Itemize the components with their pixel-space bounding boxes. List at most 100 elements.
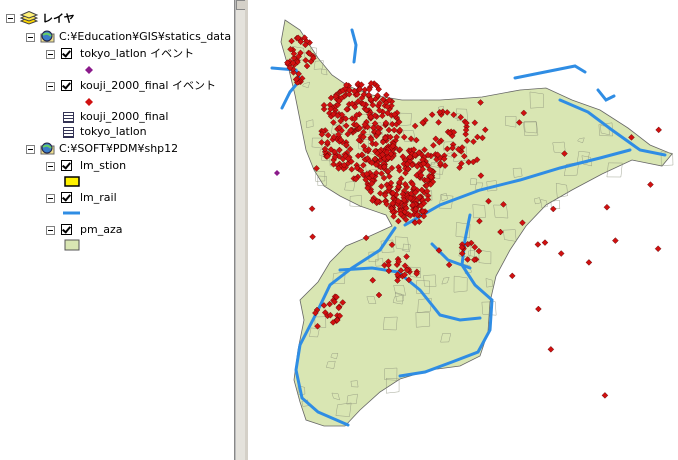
layer-checkbox[interactable] [61,80,72,91]
event-point [308,205,316,212]
event-point [474,133,481,141]
event-point [389,189,397,197]
layer-name[interactable]: kouji_2000_final イベント [80,79,216,92]
district-boundary [314,316,327,328]
event-point [419,119,426,126]
event-point [413,270,420,278]
event-point [339,299,347,306]
collapse-button[interactable] [46,82,55,91]
event-point [628,134,635,141]
event-point [342,115,350,123]
event-point [369,277,376,284]
district-boundary [415,312,431,328]
district-boundary [423,274,437,287]
district-boundary [606,162,623,178]
layer-name[interactable]: lm_rail [80,191,117,204]
district-boundary [315,171,326,182]
district-boundary [305,119,314,128]
district-boundary [523,121,539,136]
collapse-button[interactable] [46,194,55,203]
event-point [389,142,397,150]
event-point [306,50,313,57]
event-point [463,137,471,144]
district-boundary [576,151,590,165]
folder-globe-icon [40,30,55,43]
event-point [362,146,369,154]
collapse-button[interactable] [46,162,55,171]
event-point [388,120,396,128]
event-point [369,197,376,204]
event-point [601,392,609,399]
group-path[interactable]: C:¥SOFT¥PDM¥shp12 [59,142,179,155]
event-point [462,126,470,134]
event-point [364,184,371,192]
district-boundary [311,137,323,149]
layer-checkbox[interactable] [61,48,72,59]
event-point [446,129,453,137]
district-boundary [485,278,494,288]
district-boundary [440,193,448,202]
layer-name[interactable]: lm_stion [80,159,127,172]
district-boundary [440,333,452,343]
collapse-button[interactable] [46,226,55,235]
table-name[interactable]: kouji_2000_final [80,110,169,123]
event-point [385,184,393,191]
event-point [335,304,343,312]
layer-name[interactable]: pm_aza [80,223,123,236]
event-point [302,57,310,64]
event-point [358,151,366,159]
event-point [356,85,364,93]
event-point [458,244,466,251]
event-point [455,146,462,153]
event-point [365,86,373,93]
group-path[interactable]: C:¥Education¥GIS¥statics_data [59,30,232,43]
event-point [335,97,343,105]
table-name[interactable]: tokyo_latlon [80,125,147,138]
event-point [420,212,428,220]
layer-checkbox[interactable] [61,160,72,171]
district-boundary [524,121,538,134]
event-point [353,111,360,119]
event-point [320,105,328,113]
event-point [426,166,434,173]
event-point [374,92,381,99]
district-boundary [598,122,614,137]
event-point [336,146,343,154]
event-point [345,90,353,98]
event-point [435,247,443,254]
district-boundary [383,316,398,331]
event-point [419,207,427,215]
event-point [310,54,317,62]
event-point [372,140,380,148]
event-point [385,96,393,104]
event-point [477,99,484,106]
event-point [295,70,302,78]
event-point [612,237,619,244]
event-point [470,138,477,145]
event-point [362,176,369,183]
event-point [477,172,485,179]
collapse-button[interactable] [26,33,35,42]
event-point [410,146,418,153]
event-point [396,179,403,186]
event-point [407,194,414,202]
district-boundary [302,81,311,89]
event-point [415,193,423,201]
layer-checkbox[interactable] [61,192,72,203]
event-point [411,151,419,159]
event-point [413,136,420,144]
event-point [396,126,404,134]
collapse-button[interactable] [46,50,55,59]
layer-checkbox[interactable] [61,224,72,235]
district-boundary [331,392,340,401]
event-point [458,250,466,257]
collapse-button[interactable] [6,14,15,23]
layer-name[interactable]: tokyo_latlon イベント [80,47,195,60]
event-point [402,216,410,223]
collapse-button[interactable] [26,145,35,154]
event-point [409,201,417,209]
event-point [384,154,392,161]
district-boundary [427,156,437,165]
event-point [360,162,367,169]
